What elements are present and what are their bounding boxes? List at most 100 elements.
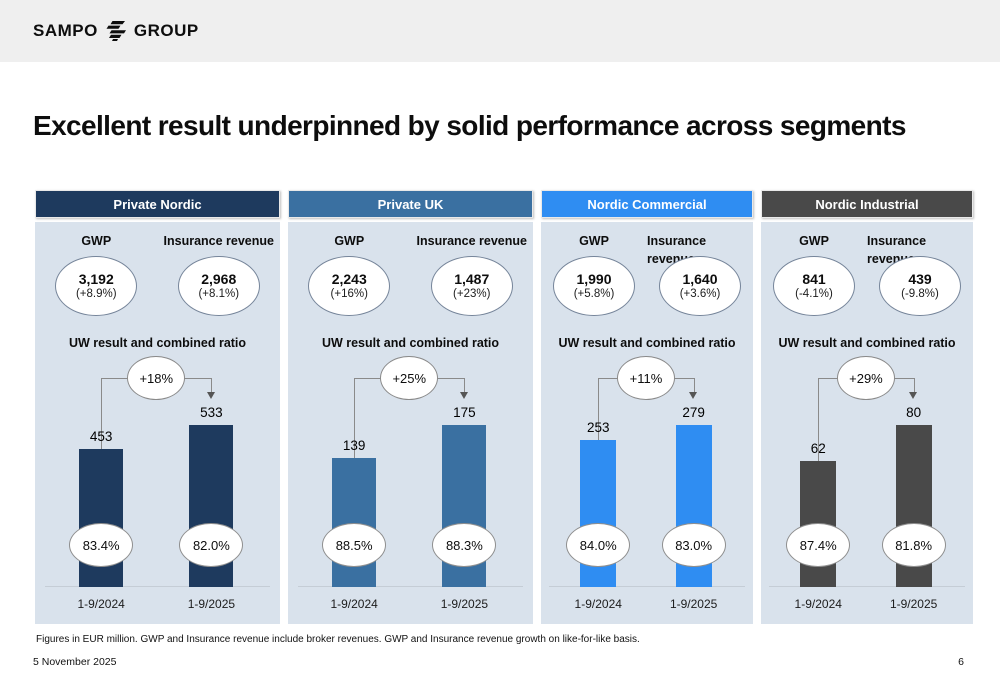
- uw-result-title: UW result and combined ratio: [778, 336, 956, 351]
- panel-header: Nordic Industrial: [761, 190, 973, 219]
- combined-ratio-2024: 88.5%: [322, 523, 387, 568]
- gwp-label: GWP: [799, 234, 829, 249]
- category-label-2025: 1-9/2025: [889, 597, 938, 612]
- uw-bar-chart: +11% 253 279 84.0% 83.0% 1-9/2024 1-9/20…: [541, 356, 753, 614]
- bar-value-2024: 453: [89, 429, 113, 445]
- chart-baseline: [44, 586, 271, 588]
- sampo-group-logo: SAMPO GROUP: [33, 21, 199, 41]
- gwp-metric: GWP 1,990 (+5.8%): [541, 232, 647, 317]
- gwp-label: GWP: [81, 234, 112, 249]
- logo-text-group: GROUP: [133, 21, 199, 40]
- logo-text-sampo: SAMPO: [33, 21, 98, 40]
- change-connector-right: [464, 378, 466, 393]
- change-connector-right: [211, 378, 213, 393]
- combined-ratio-2024: 87.4%: [786, 523, 851, 568]
- segment-panels: Private Nordic GWP 3,192 (+8.9%) Insuran…: [35, 190, 973, 625]
- insurance-revenue-metric: Insurance revenue 2,968 (+8.1%): [158, 232, 281, 317]
- combined-ratio-2025: 83.0%: [661, 523, 726, 568]
- change-connector-left: [818, 378, 820, 462]
- metrics-row: GWP 3,192 (+8.9%) Insurance revenue 2,96…: [35, 232, 281, 317]
- insurance-revenue-oval: 1,640 (+3.6%): [659, 256, 741, 317]
- category-label-2025: 1-9/2025: [440, 597, 489, 612]
- slide-title: Excellent result underpinned by solid pe…: [33, 110, 906, 141]
- insurance-revenue-label: Insurance revenue: [163, 234, 274, 249]
- change-connector-left: [598, 378, 600, 441]
- bar-value-2024: 253: [586, 420, 610, 436]
- insurance-revenue-value: 2,968: [201, 271, 237, 288]
- change-bubble: +29%: [836, 356, 895, 401]
- bar-value-2025: 279: [682, 405, 705, 421]
- combined-ratio-2025: 82.0%: [179, 523, 244, 568]
- metrics-row: GWP 2,243 (+16%) Insurance revenue 1,487…: [288, 232, 534, 317]
- change-connector-left: [354, 378, 356, 459]
- bar-value-2024: 139: [342, 438, 366, 454]
- bar-value-2024: 62: [810, 441, 826, 457]
- change-bubble: +25%: [380, 356, 439, 401]
- gwp-value: 2,243: [331, 271, 367, 288]
- panel-header: Private Nordic: [35, 190, 280, 219]
- insurance-revenue-value: 1,487: [454, 271, 490, 288]
- gwp-value: 841: [802, 271, 826, 288]
- footer: 5 November 2025 6: [33, 656, 964, 668]
- panel-body: GWP 2,243 (+16%) Insurance revenue 1,487…: [288, 222, 534, 625]
- insurance-revenue-metric: Insurance revenue 1,487 (+23%): [411, 232, 534, 317]
- gwp-growth: (-4.1%): [795, 288, 833, 301]
- gwp-metric: GWP 2,243 (+16%): [288, 232, 411, 317]
- category-label-2025: 1-9/2025: [669, 597, 718, 612]
- bar-value-2025: 80: [906, 405, 922, 421]
- insurance-revenue-oval: 1,487 (+23%): [430, 256, 513, 317]
- uw-bar-chart: +25% 139 175 88.5% 88.3% 1-9/2024 1-9/20…: [288, 356, 533, 614]
- gwp-oval: 2,243 (+16%): [308, 256, 391, 317]
- insurance-revenue-label: Insurance revenue: [416, 234, 527, 249]
- gwp-label: GWP: [334, 234, 365, 249]
- insurance-revenue-growth: (+3.6%): [679, 288, 721, 301]
- metrics-row: GWP 841 (-4.1%) Insurance revenue 439 (-…: [761, 232, 973, 317]
- combined-ratio-2024: 83.4%: [69, 523, 134, 568]
- category-label-2024: 1-9/2024: [77, 597, 125, 612]
- footnote: Figures in EUR million. GWP and Insuranc…: [36, 634, 640, 646]
- gwp-oval: 841 (-4.1%): [773, 256, 855, 317]
- gwp-label: GWP: [579, 234, 609, 249]
- insurance-revenue-metric: Insurance revenue 1,640 (+3.6%): [647, 232, 753, 317]
- combined-ratio-2025: 88.3%: [432, 523, 497, 568]
- arrow-down-icon: [459, 392, 468, 400]
- insurance-revenue-oval: 2,968 (+8.1%): [177, 256, 260, 317]
- panel-header: Private UK: [288, 190, 533, 219]
- change-connector-right: [913, 378, 915, 393]
- panel-nordic-industrial: Nordic Industrial GWP 841 (-4.1%) Insura…: [761, 190, 973, 625]
- gwp-growth: (+8.9%): [75, 288, 117, 301]
- arrow-down-icon: [909, 392, 918, 400]
- category-label-2024: 1-9/2024: [574, 597, 622, 612]
- gwp-metric: GWP 3,192 (+8.9%): [35, 232, 158, 317]
- panel-body: GWP 3,192 (+8.9%) Insurance revenue 2,96…: [35, 222, 281, 625]
- panel-body: GWP 841 (-4.1%) Insurance revenue 439 (-…: [761, 222, 973, 625]
- uw-bar-chart: +29% 62 80 87.4% 81.8% 1-9/2024 1-9/2025: [761, 356, 973, 614]
- insurance-revenue-oval: 439 (-9.8%): [879, 256, 961, 317]
- bar-value-2025: 533: [200, 405, 223, 421]
- chart-baseline: [297, 586, 524, 588]
- uw-result-title: UW result and combined ratio: [321, 336, 500, 351]
- chart-baseline: [769, 586, 965, 588]
- gwp-metric: GWP 841 (-4.1%): [761, 232, 867, 317]
- change-bubble: +11%: [616, 356, 675, 401]
- category-label-2024: 1-9/2024: [794, 597, 842, 612]
- arrow-down-icon: [689, 392, 698, 400]
- gwp-growth: (+16%): [330, 288, 368, 301]
- uw-result-title: UW result and combined ratio: [68, 336, 247, 351]
- panel-header: Nordic Commercial: [541, 190, 753, 219]
- change-connector-right: [693, 378, 695, 393]
- panel-body: GWP 1,990 (+5.8%) Insurance revenue 1,64…: [541, 222, 753, 625]
- insurance-revenue-growth: (-9.8%): [901, 288, 939, 301]
- panel-private-uk: Private UK GWP 2,243 (+16%) Insurance re…: [288, 190, 534, 625]
- category-label-2025: 1-9/2025: [187, 597, 236, 612]
- gwp-oval: 1,990 (+5.8%): [553, 256, 635, 317]
- arrow-down-icon: [206, 392, 215, 400]
- gwp-growth: (+5.8%): [573, 288, 615, 301]
- gwp-value: 3,192: [78, 271, 114, 288]
- insurance-revenue-label: Insurance revenue: [867, 234, 927, 267]
- combined-ratio-2025: 81.8%: [881, 523, 946, 568]
- change-connector-left: [101, 378, 103, 450]
- panel-nordic-commercial: Nordic Commercial GWP 1,990 (+5.8%) Insu…: [541, 190, 753, 625]
- combined-ratio-2024: 84.0%: [566, 523, 631, 568]
